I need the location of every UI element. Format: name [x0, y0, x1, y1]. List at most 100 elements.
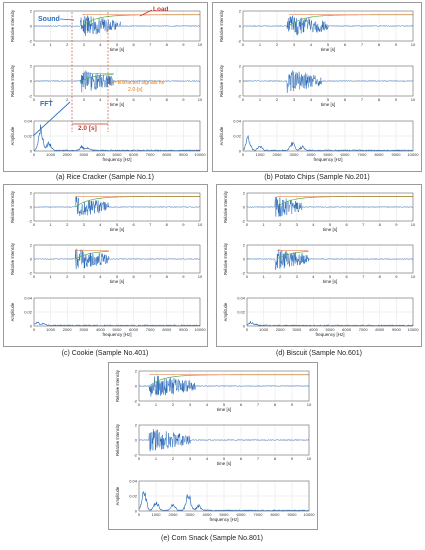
x-tick-label: 1000 [46, 152, 56, 157]
subplot-3: 0 1000 2000 3000 4000 5000 6000 7000 8000 9000 100… [219, 118, 419, 162]
x-tick-label: 5 [116, 42, 119, 47]
x-tick-label: 7000 [358, 152, 368, 157]
subplot-3: 0 1000 2000 3000 4000 5000 6000 7000 8000 9000 100… [115, 478, 315, 522]
x-tick-label: 4 [206, 402, 209, 407]
x-tick-label: 1000 [46, 327, 56, 332]
x-tick-label: 2 [66, 42, 69, 47]
signal-line [34, 248, 200, 270]
x-tick-label: 3 [293, 42, 296, 47]
caption-e: (e) Corn Snack (Sample No.801) [161, 535, 263, 542]
x-tick-label: 8 [166, 222, 169, 227]
y-tick-label: 2 [30, 242, 33, 247]
x-tick-label: 9 [182, 274, 185, 279]
x-tick-label: 2000 [63, 327, 73, 332]
x-axis-label: time [s] [321, 47, 336, 52]
x-tick-label: 8 [274, 402, 277, 407]
x-tick-label: 9000 [392, 327, 402, 332]
x-tick-label: 9 [291, 402, 294, 407]
x-tick-label: 5 [223, 402, 226, 407]
x-axis-label: time [s] [217, 407, 232, 412]
x-tick-label: 10 [411, 97, 416, 102]
y-tick-label: 0 [239, 78, 242, 83]
x-tick-label: 6 [132, 97, 135, 102]
x-tick-label: 0 [33, 97, 36, 102]
y-axis-label: Amplitude [219, 126, 224, 145]
x-tick-label: 6 [240, 402, 243, 407]
y-tick-label: -2 [133, 398, 137, 403]
x-tick-label: 5000 [113, 327, 123, 332]
y-tick-label: 0 [239, 23, 242, 28]
y-tick-label: -2 [28, 38, 32, 43]
load-curve [276, 251, 309, 260]
y-tick-label: 0 [243, 256, 246, 261]
x-tick-label: 10000 [407, 152, 419, 157]
x-tick-label: 2000 [169, 512, 179, 517]
x-tick-label: 4000 [203, 512, 213, 517]
y-axis-label: Relative Intensity [219, 64, 224, 97]
x-tick-label: 3 [83, 274, 86, 279]
axes-frame [246, 297, 414, 327]
x-tick-label: 7 [149, 97, 152, 102]
x-tick-label: 1 [262, 222, 265, 227]
x-tick-label: 6 [240, 456, 243, 461]
x-tick-label: 6 [132, 222, 135, 227]
y-tick-label: 0 [243, 323, 246, 328]
signal-line [139, 429, 309, 452]
x-tick-label: 6000 [129, 327, 139, 332]
x-tick-label: 8 [379, 222, 382, 227]
x-tick-label: 9000 [179, 327, 189, 332]
x-tick-label: 7 [361, 42, 364, 47]
y-tick-label: -2 [28, 93, 32, 98]
x-axis-label: frequency [Hz] [209, 517, 238, 522]
x-tick-label: 1000 [259, 327, 269, 332]
x-tick-label: 1 [155, 402, 158, 407]
x-tick-label: 6000 [237, 512, 247, 517]
y-axis-label: Amplitude [115, 486, 120, 505]
y-tick-label: -2 [237, 38, 241, 43]
x-tick-label: 7 [149, 274, 152, 279]
x-tick-label: 2 [172, 456, 175, 461]
axes-frame [33, 244, 201, 274]
x-tick-label: 9000 [392, 152, 402, 157]
x-tick-label: 4 [206, 456, 209, 461]
x-tick-label: 2000 [276, 327, 286, 332]
y-tick-label: 0 [30, 256, 33, 261]
signal-line [33, 196, 201, 217]
x-tick-label: 10000 [303, 512, 315, 517]
x-tick-label: 9 [395, 42, 398, 47]
axes-frame [33, 297, 201, 327]
x-tick-label: 9 [182, 222, 185, 227]
x-tick-label: 8 [166, 97, 169, 102]
spectrum-line [33, 124, 201, 152]
x-tick-label: 6 [132, 42, 135, 47]
signal-line [246, 196, 413, 217]
x-tick-label: 6 [345, 222, 348, 227]
x-tick-label: 0 [246, 222, 249, 227]
x-tick-label: 8000 [162, 152, 172, 157]
figure-panel-d: 0 1 2 3 4 5 6 7 8 9 10 -2 0 2 time [s] Relative Intensi… [216, 184, 422, 347]
x-tick-label: 4 [310, 97, 313, 102]
x-tick-label: 8 [274, 456, 277, 461]
x-tick-label: 9 [291, 456, 294, 461]
x-tick-label: 4 [312, 222, 315, 227]
x-tick-label: 3 [83, 97, 86, 102]
y-axis-label: Relative Intensity [219, 9, 224, 42]
figure-panel-a: 0 1 2 3 4 5 6 7 8 9 10 -2 0 2 time [s] Relative Intensi… [3, 2, 208, 172]
x-tick-label: 2 [66, 222, 69, 227]
y-tick-label: 0 [243, 204, 246, 209]
y-tick-label: 2 [239, 63, 242, 68]
x-tick-label: 10 [411, 274, 416, 279]
x-tick-label: 10 [411, 222, 416, 227]
x-tick-label: 3000 [186, 512, 196, 517]
figure-panel-c: 0 1 2 3 4 5 6 7 8 9 10 -2 0 2 time [s] Relative Intensi… [3, 184, 208, 347]
x-axis-label: time [s] [217, 461, 232, 466]
caption-c: (c) Cookie (Sample No.401) [61, 350, 149, 357]
x-tick-label: 1 [49, 222, 52, 227]
x-axis-label: time [s] [110, 47, 125, 52]
